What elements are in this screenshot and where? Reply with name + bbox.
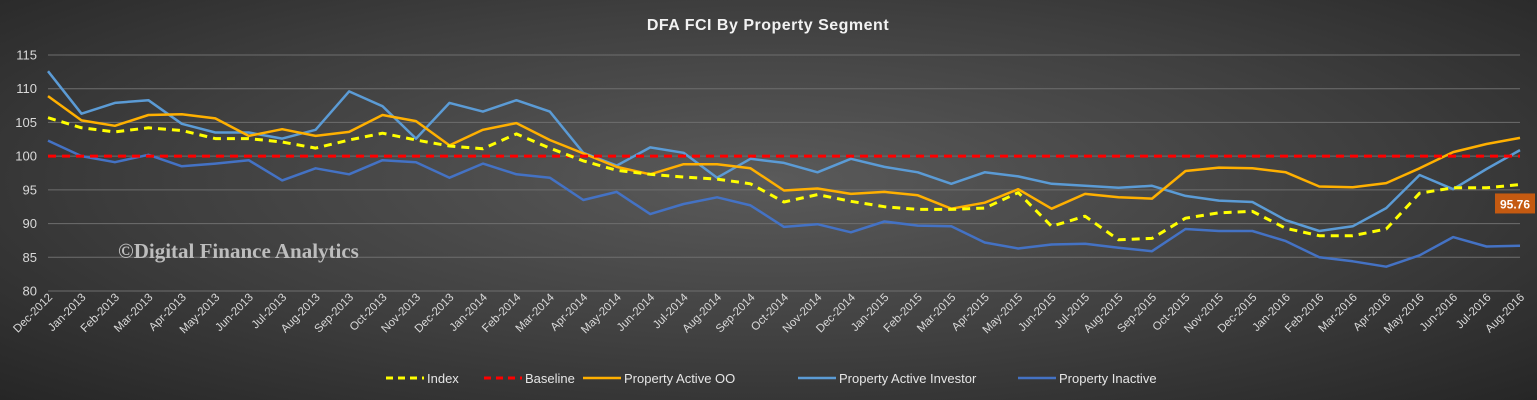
value-callout: 95.76 — [1495, 193, 1535, 214]
y-tick-label: 95 — [23, 182, 37, 197]
legend-label: Index — [427, 371, 459, 386]
y-axis-ticks: 80 85 90 95 100 105 110 115 — [15, 48, 37, 299]
y-tick-label: 100 — [15, 149, 37, 164]
series-lines — [47, 70, 1521, 268]
legend-label: Baseline — [525, 371, 575, 386]
y-tick-label: 90 — [23, 216, 37, 231]
y-tick-label: 115 — [16, 48, 37, 63]
y-tick-label: 80 — [23, 284, 37, 299]
legend: Index Baseline Property Active OO Property … — [386, 371, 1157, 386]
legend-label: Property Active Investor — [839, 371, 977, 386]
series-line-property-active-oo — [47, 95, 1521, 210]
callout-value: 95.76 — [1500, 197, 1530, 211]
series-line-property-inactive — [47, 139, 1521, 268]
x-axis-ticks: Dec-2012Jan-2013Feb-2013Mar-2013Apr-2013… — [11, 291, 1527, 336]
y-tick-label: 105 — [15, 115, 37, 130]
legend-label: Property Active OO — [624, 371, 735, 386]
chart-title: DFA FCI By Property Segment — [647, 17, 889, 34]
y-tick-label: 85 — [23, 250, 37, 265]
legend-label: Property Inactive — [1059, 371, 1157, 386]
callout-box — [1495, 193, 1535, 214]
series-line-index — [47, 116, 1521, 242]
y-tick-label: 110 — [16, 81, 37, 96]
watermark: ©Digital Finance Analytics — [118, 239, 359, 263]
series-line-property-active-investor — [47, 70, 1521, 233]
